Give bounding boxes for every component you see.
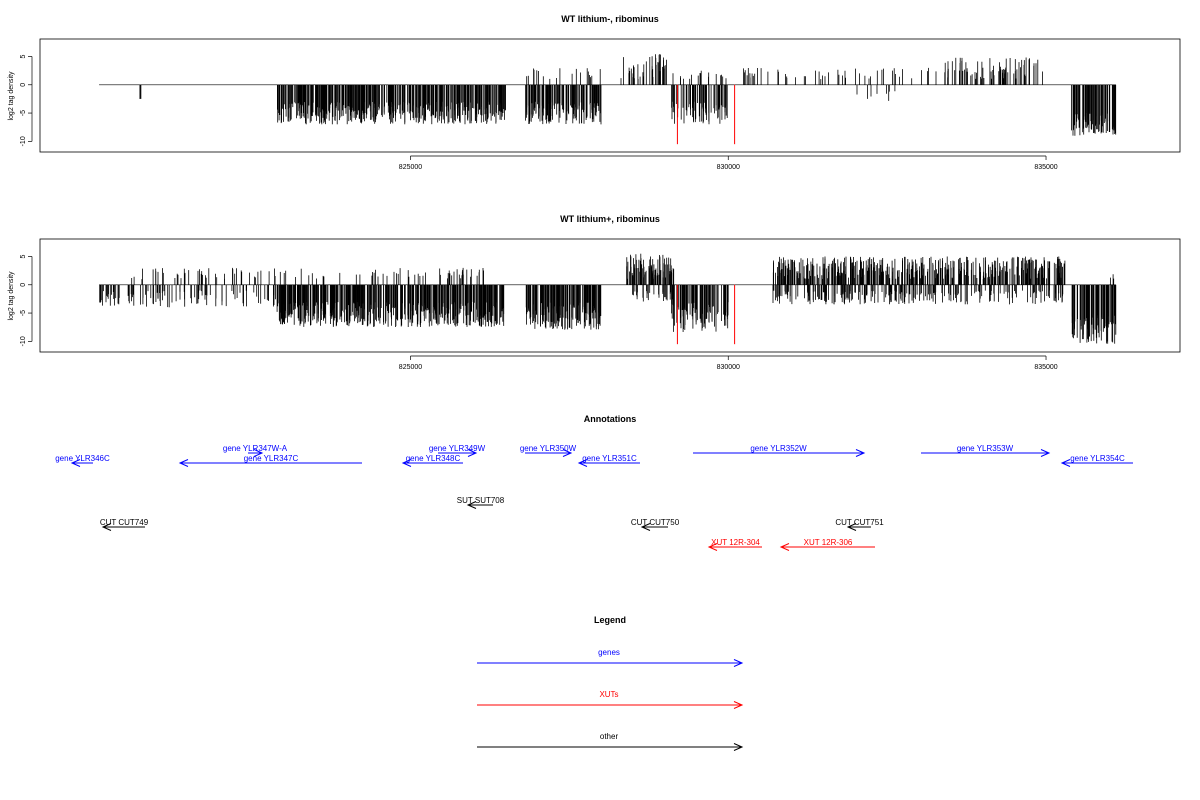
annotation-label: gene YLR347C <box>244 454 299 463</box>
annotation-label: gene YLR353W <box>957 444 1014 453</box>
annotation-feature: gene YLR353W <box>921 444 1051 457</box>
annotations-title: Annotations <box>584 414 637 424</box>
annotation-label: CUT CUT750 <box>631 518 680 527</box>
x-tick-label: 825000 <box>399 164 422 171</box>
annotation-feature: gene YLR351C <box>577 454 640 467</box>
annotation-label: gene YLR354C <box>1070 454 1125 463</box>
y-tick-label: -10 <box>20 336 27 346</box>
y-tick-label: 5 <box>20 54 27 58</box>
annotation-label: XUT 12R-304 <box>711 538 760 547</box>
x-tick-label: 830000 <box>717 164 740 171</box>
x-tick-label: 825000 <box>399 364 422 371</box>
annotation-feature: gene YLR347C <box>178 454 362 467</box>
annotation-label: gene YLR351C <box>582 454 637 463</box>
annotation-arrowhead <box>178 459 189 467</box>
x-tick-label: 835000 <box>1034 164 1057 171</box>
annotation-arrowhead <box>707 543 718 551</box>
annotation-feature: gene YLR346C <box>55 454 110 467</box>
annotation-arrowhead <box>640 523 651 531</box>
y-tick-label: -5 <box>20 310 27 316</box>
track-panel-lithium-minus: WT lithium-, ribominus log2 tag density … <box>8 14 1181 171</box>
annotation-feature: gene YLR348C <box>401 454 463 467</box>
track-panel-lithium-plus: WT lithium+, ribominus log2 tag density … <box>8 214 1181 371</box>
annotation-arrowhead <box>1060 459 1071 467</box>
legend-label: genes <box>598 648 620 657</box>
legend-arrowhead <box>733 659 744 667</box>
y-tick-label: 5 <box>20 254 27 258</box>
y-tick-label: -5 <box>20 110 27 116</box>
annotation-arrowhead <box>467 449 478 457</box>
annotation-arrowhead <box>70 459 81 467</box>
plot-frame <box>39 38 1181 153</box>
annotation-label: gene YLR347W-A <box>223 444 288 453</box>
signal-bars <box>99 54 1117 145</box>
legend-panel: Legend genes XUTs other <box>477 615 744 751</box>
annotation-feature: gene YLR354C <box>1060 454 1133 467</box>
legend-label: XUTs <box>599 690 618 699</box>
annotation-arrowhead <box>401 459 412 467</box>
annotation-feature: CUT CUT749 <box>100 518 149 531</box>
x-tick-label: 830000 <box>717 364 740 371</box>
y-tick-label: 0 <box>20 83 27 87</box>
annotation-arrowhead <box>1040 449 1051 457</box>
annotation-label: gene YLR349W <box>429 444 486 453</box>
annotation-arrowhead <box>101 523 112 531</box>
annotation-feature: gene YLR349W <box>429 444 486 457</box>
annotation-feature: XUT 12R-304 <box>707 538 762 551</box>
annotation-feature: SUT SUT708 <box>457 496 505 509</box>
annotation-label: gene YLR346C <box>55 454 110 463</box>
panel-title: WT lithium+, ribominus <box>560 214 660 224</box>
legend-arrowhead <box>733 701 744 709</box>
annotation-arrowhead <box>562 449 573 457</box>
plot-frame <box>39 238 1181 353</box>
annotation-feature: CUT CUT751 <box>835 518 884 531</box>
annotation-arrowhead <box>577 459 588 467</box>
annotation-label: gene YLR352W <box>750 444 807 453</box>
axes: 5 0 -5 -10 825000 830000 835000 <box>20 54 1058 171</box>
annotation-feature: gene YLR347W-A <box>223 444 288 457</box>
y-tick-label: 0 <box>20 283 27 287</box>
legend-item: genes <box>477 648 744 667</box>
annotation-arrowhead <box>253 449 264 457</box>
annotation-label: CUT CUT749 <box>100 518 149 527</box>
axes: 5 0 -5 -10 825000 830000 835000 <box>20 254 1058 371</box>
annotation-label: gene YLR348C <box>406 454 461 463</box>
annotation-label: SUT SUT708 <box>457 496 505 505</box>
annotation-feature: gene YLR350W <box>520 444 577 457</box>
legend-arrowhead <box>733 743 744 751</box>
panel-title: WT lithium-, ribominus <box>561 14 659 24</box>
annotation-arrowhead <box>846 523 857 531</box>
annotation-arrowhead <box>855 449 866 457</box>
annotation-arrowhead <box>466 501 477 509</box>
annotation-label: gene YLR350W <box>520 444 577 453</box>
legend-item: XUTs <box>477 690 744 709</box>
annotation-feature: gene YLR352W <box>693 444 866 457</box>
legend-label: other <box>600 732 619 741</box>
legend-item: other <box>477 732 744 751</box>
annotation-feature: XUT 12R-306 <box>779 538 875 551</box>
annotation-feature: CUT CUT750 <box>631 518 680 531</box>
signal-bars <box>99 253 1117 345</box>
x-tick-label: 835000 <box>1034 364 1057 371</box>
annotation-label: CUT CUT751 <box>835 518 884 527</box>
y-axis-label: log2 tag density <box>8 271 15 321</box>
annotation-label: XUT 12R-306 <box>804 538 853 547</box>
y-axis-label: log2 tag density <box>8 71 15 121</box>
y-tick-label: -10 <box>20 136 27 146</box>
legend-title: Legend <box>594 615 626 625</box>
annotation-arrowhead <box>779 543 790 551</box>
